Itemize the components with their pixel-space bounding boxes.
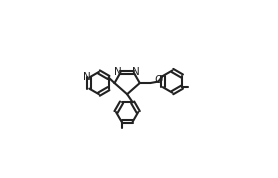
- Text: O: O: [154, 75, 162, 85]
- Text: N: N: [83, 72, 90, 82]
- Text: N: N: [114, 67, 122, 77]
- Text: N: N: [132, 67, 140, 77]
